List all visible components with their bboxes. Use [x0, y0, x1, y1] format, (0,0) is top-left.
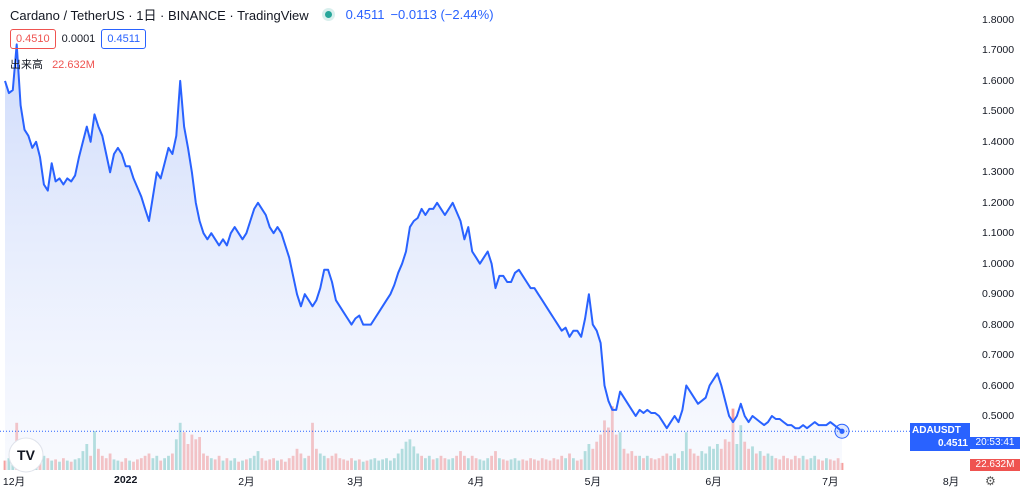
y-tick-label: 1.1000	[982, 227, 1015, 240]
price-axis[interactable]: 1.8000 1.7000 1.6000 1.5000 1.4000 1.3000 1.20…	[970, 0, 1024, 488]
y-tick-label: 1.4000	[982, 135, 1015, 148]
x-tick-label: 5月	[584, 476, 601, 488]
y-tick-label: 1.3000	[982, 166, 1015, 179]
volume-label: 出来高	[10, 59, 43, 71]
y-tick-label: 1.6000	[982, 74, 1015, 87]
svg-text:TV: TV	[17, 447, 36, 463]
x-tick-label: 7月	[822, 476, 839, 488]
settings-gear-icon[interactable]: ⚙	[985, 474, 996, 488]
volume-axis-tag: 22.632M	[970, 459, 1020, 471]
x-tick-label: 6月	[705, 476, 722, 488]
bar-countdown-tag: 20:53:41	[970, 437, 1020, 450]
ask-price-button[interactable]: 0.4511	[101, 29, 147, 49]
header-last-price: 0.4511	[345, 6, 385, 22]
y-tick-label: 1.5000	[982, 105, 1015, 118]
y-tick-label: 1.2000	[982, 196, 1015, 209]
chart-title: Cardano / TetherUS · 1日 · BINANCE · Trad…	[10, 7, 309, 23]
bid-price-button[interactable]: 0.4510	[10, 29, 56, 49]
y-tick-label: 0.6000	[982, 379, 1015, 392]
y-tick-label: 0.5000	[982, 410, 1015, 422]
market-status-icon	[324, 10, 332, 18]
chart-header: Cardano / TetherUS · 1日 · BINANCE · Trad…	[10, 5, 494, 23]
volume-value: 22.632M	[52, 59, 95, 71]
x-tick-label: 2月	[238, 476, 255, 488]
y-tick-label: 0.7000	[982, 349, 1015, 362]
x-tick-label: 2022	[113, 474, 138, 486]
y-tick-label: 0.9000	[982, 288, 1015, 301]
x-tick-label: 4月	[467, 476, 485, 488]
x-tick-label: 12月	[2, 476, 26, 488]
y-tick-label: 1.7000	[982, 44, 1015, 57]
symbol-price-tag: ADAUSDT 0.4511	[910, 423, 970, 452]
x-tick-label: 8月	[942, 476, 960, 488]
symbol-tag-label: ADAUSDT	[912, 425, 961, 437]
quote-row: 0.4510 0.0001 0.4511	[10, 29, 147, 49]
spread-value: 0.0001	[61, 33, 96, 45]
y-tick-label: 0.8000	[982, 318, 1015, 331]
price-line	[4, 43, 843, 432]
volume-legend: 出来高 22.632M	[10, 56, 95, 72]
y-tick-label: 1.8000	[982, 14, 1015, 26]
price-area-fill	[5, 44, 842, 471]
header-change: −0.0113 (−2.44%)	[390, 6, 494, 22]
symbol-tag-price: 0.4511	[937, 438, 968, 450]
last-price-marker	[839, 428, 845, 434]
y-tick-label: 1.0000	[982, 257, 1015, 270]
tradingview-logo[interactable]: TV	[8, 437, 44, 473]
x-tick-label: 3月	[347, 476, 364, 488]
